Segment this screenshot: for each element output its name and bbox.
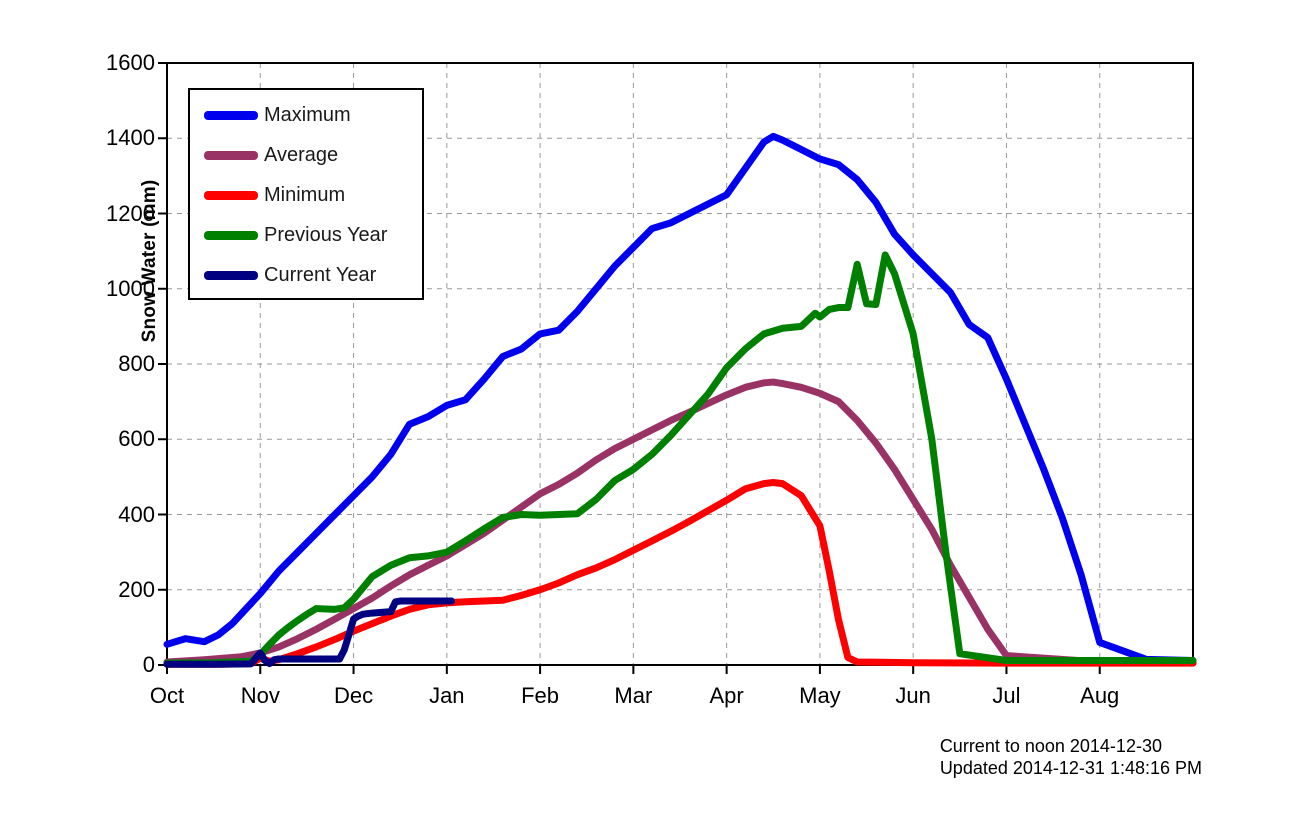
x-tick-label: Jun <box>895 683 931 708</box>
legend-item-label: Average <box>264 143 339 166</box>
legend-swatch-icon <box>204 150 258 160</box>
x-tick-label: Oct <box>149 683 185 708</box>
x-tick-label: May <box>799 683 841 708</box>
y-tick-label: 1600 <box>106 50 155 75</box>
legend-item-maximum: Maximum <box>204 104 351 126</box>
legend-item-label: Minimum <box>264 183 346 206</box>
x-tick-label: Feb <box>521 683 560 708</box>
x-tick-label: Jan <box>429 683 465 708</box>
legend-swatch-icon <box>204 270 258 280</box>
series-line-previous-year <box>163 251 1197 667</box>
footer-current-line: Current to noon 2014-12-30 <box>939 736 1162 756</box>
legend-item-previous-year: Previous Year <box>204 224 387 246</box>
x-tick-label: Dec <box>333 683 374 708</box>
legend-swatch-icon <box>204 110 258 120</box>
y-tick-label: 200 <box>118 576 155 602</box>
series-line-current-year <box>163 597 455 668</box>
y-tick-label: 600 <box>118 426 155 452</box>
chart-legend: Maximum Average Minimum Previous Year Curren… <box>188 88 424 300</box>
x-tick-label: Jul <box>992 683 1021 708</box>
y-tick-label: 1400 <box>106 125 155 151</box>
legend-item-label: Current Year <box>264 263 377 286</box>
y-tick-label: 1000 <box>106 275 155 301</box>
x-tick-label: Apr <box>709 683 744 708</box>
series-line-maximum <box>163 132 1197 664</box>
y-tick-label: 1200 <box>106 200 155 226</box>
series-line-minimum <box>163 479 1197 668</box>
x-tick-label: Aug <box>1080 683 1120 708</box>
x-tick-label: Nov <box>240 683 280 708</box>
legend-swatch-icon <box>204 230 258 240</box>
y-tick-label: 400 <box>118 501 155 527</box>
x-tick-label: Mar <box>614 683 653 708</box>
y-axis-ticks: 0 200 400 600 800 1000 1200 1400 1600 <box>75 0 155 818</box>
legend-item-average: Average <box>204 144 338 166</box>
legend-item-label: Maximum <box>264 103 351 126</box>
legend-item-current-year: Current Year <box>204 264 376 286</box>
footer-updated-line: Updated 2014-12-31 1:48:16 PM <box>939 758 1202 778</box>
series-line-average <box>163 378 1197 667</box>
chart-footer: Current to noon 2014-12-30 Updated 2014-… <box>940 735 1202 779</box>
y-tick-label: 800 <box>118 351 155 376</box>
legend-item-minimum: Minimum <box>204 184 345 206</box>
legend-swatch-icon <box>204 190 258 200</box>
y-tick-label: 0 <box>142 652 155 677</box>
legend-item-label: Previous Year <box>264 223 388 246</box>
